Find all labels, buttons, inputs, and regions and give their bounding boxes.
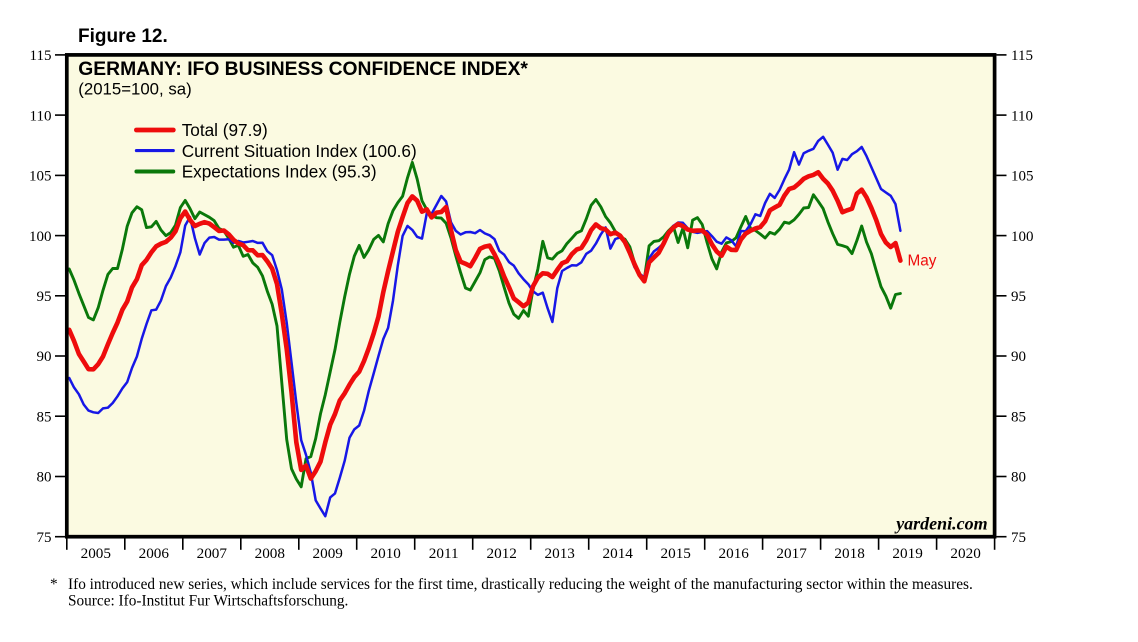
svg-text:110: 110	[1011, 108, 1033, 124]
svg-text:75: 75	[37, 530, 52, 546]
svg-text:yardeni.com: yardeni.com	[894, 514, 988, 534]
svg-text:2015: 2015	[661, 545, 691, 562]
svg-text:75: 75	[1011, 530, 1026, 546]
svg-text:95: 95	[37, 289, 52, 305]
svg-text:Current Situation Index (100.6: Current Situation Index (100.6)	[182, 141, 417, 161]
svg-text:2006: 2006	[139, 545, 170, 562]
svg-text:85: 85	[37, 409, 52, 425]
svg-text:2010: 2010	[371, 545, 402, 562]
svg-text:Expectations Index (95.3): Expectations Index (95.3)	[182, 162, 377, 182]
svg-text:Figure 12.: Figure 12.	[78, 26, 168, 47]
svg-text:105: 105	[1011, 169, 1034, 185]
svg-text:May: May	[908, 253, 937, 270]
svg-text:95: 95	[1011, 289, 1026, 305]
svg-text:2007: 2007	[197, 545, 228, 562]
svg-text:GERMANY: IFO BUSINESS CONFIDEN: GERMANY: IFO BUSINESS CONFIDENCE INDEX*	[78, 59, 528, 80]
svg-text:2019: 2019	[892, 545, 922, 562]
svg-text:*: *	[50, 576, 58, 593]
svg-text:Ifo introduced new series, whi: Ifo introduced new series, which include…	[68, 576, 973, 593]
svg-text:115: 115	[30, 48, 52, 64]
svg-text:105: 105	[29, 169, 52, 185]
svg-text:85: 85	[1011, 409, 1026, 425]
svg-text:(2015=100, sa): (2015=100, sa)	[78, 80, 191, 99]
svg-text:2020: 2020	[950, 545, 981, 562]
svg-text:2005: 2005	[81, 545, 111, 562]
svg-text:2014: 2014	[603, 545, 634, 562]
svg-text:80: 80	[1011, 470, 1026, 486]
svg-text:2009: 2009	[313, 545, 343, 562]
svg-text:2018: 2018	[834, 545, 865, 562]
svg-text:100: 100	[29, 229, 52, 245]
svg-text:Source: Ifo-Institut Fur Wirts: Source: Ifo-Institut Fur Wirtschaftsfors…	[68, 592, 348, 609]
svg-text:90: 90	[37, 349, 52, 365]
svg-text:2017: 2017	[776, 545, 807, 562]
svg-text:2013: 2013	[545, 545, 575, 562]
svg-text:2016: 2016	[719, 545, 750, 562]
svg-text:2011: 2011	[429, 545, 459, 562]
svg-text:115: 115	[1011, 48, 1033, 64]
svg-text:100: 100	[1011, 229, 1034, 245]
svg-text:90: 90	[1011, 349, 1026, 365]
svg-text:2012: 2012	[487, 545, 517, 562]
svg-text:110: 110	[30, 108, 52, 124]
svg-text:Total (97.9): Total (97.9)	[182, 120, 268, 140]
svg-text:2008: 2008	[255, 545, 286, 562]
svg-text:80: 80	[37, 470, 52, 486]
